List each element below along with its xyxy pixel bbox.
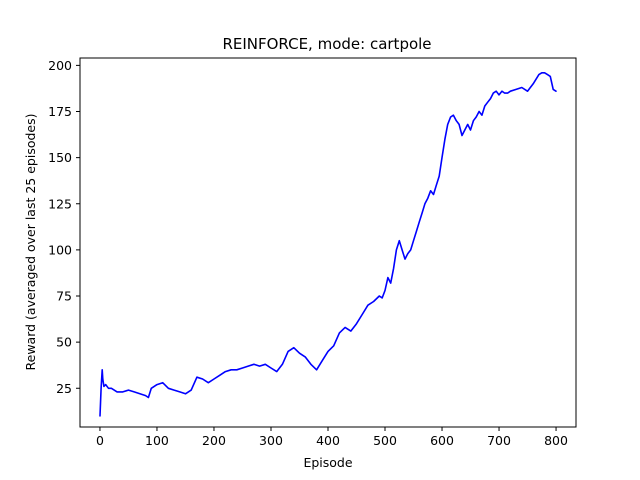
x-tick-label: 300 <box>259 433 283 448</box>
x-axis: 0 100 200 300 400 500 600 700 800 <box>96 427 568 448</box>
x-tick-label: 0 <box>96 433 104 448</box>
series-line-0 <box>99 72 557 417</box>
x-tick-label: 500 <box>373 433 397 448</box>
y-tick-label: 150 <box>48 150 72 165</box>
x-tick-label: 700 <box>487 433 511 448</box>
plot-area <box>99 72 557 417</box>
y-tick-label: 100 <box>48 242 72 257</box>
y-tick-label: 75 <box>56 289 72 304</box>
x-axis-title: Episode <box>303 455 352 470</box>
x-tick-label: 400 <box>316 433 340 448</box>
y-tick-label: 50 <box>56 335 72 350</box>
y-tick-label: 125 <box>48 196 72 211</box>
y-axis: 25 50 75 100 125 150 175 200 <box>48 58 80 396</box>
y-tick-label: 200 <box>48 58 72 73</box>
x-tick-label: 800 <box>544 433 568 448</box>
y-axis-title: Reward (averaged over last 25 episodes) <box>23 113 38 370</box>
x-tick-label: 200 <box>202 433 226 448</box>
y-tick-label: 175 <box>48 104 72 119</box>
x-tick-label: 600 <box>430 433 454 448</box>
chart-title: REINFORCE, mode: cartpole <box>222 35 431 53</box>
x-tick-label: 100 <box>145 433 169 448</box>
y-tick-label: 25 <box>56 381 72 396</box>
